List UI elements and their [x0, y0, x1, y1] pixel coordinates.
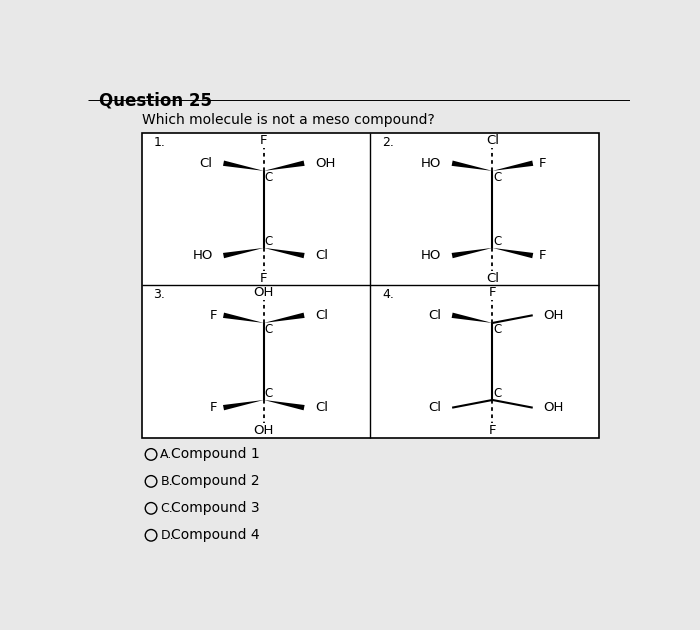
Text: C: C [265, 323, 272, 336]
Text: 3.: 3. [153, 288, 165, 301]
Text: D.: D. [160, 529, 174, 542]
Text: C: C [265, 171, 272, 183]
Text: HO: HO [421, 249, 441, 262]
Text: Cl: Cl [428, 401, 441, 414]
Text: 4.: 4. [382, 288, 394, 301]
Text: OH: OH [253, 424, 274, 437]
Polygon shape [452, 312, 492, 323]
Text: C: C [493, 387, 501, 400]
Polygon shape [452, 161, 492, 171]
Text: Cl: Cl [315, 401, 328, 414]
Text: C: C [493, 323, 501, 336]
Text: 2.: 2. [382, 136, 394, 149]
Text: OH: OH [544, 309, 564, 322]
Text: C: C [265, 387, 272, 400]
Text: HO: HO [193, 249, 213, 262]
Text: F: F [210, 309, 217, 322]
Polygon shape [223, 400, 264, 410]
Text: OH: OH [315, 157, 335, 169]
Text: Cl: Cl [486, 272, 499, 285]
Bar [141, 134, 599, 437]
Text: OH: OH [253, 285, 274, 299]
Text: Which molecule is not a meso compound?: Which molecule is not a meso compound? [141, 113, 435, 127]
Text: C: C [493, 171, 501, 183]
Polygon shape [264, 161, 304, 171]
Text: F: F [539, 249, 547, 262]
Text: Cl: Cl [428, 309, 441, 322]
Polygon shape [492, 161, 533, 171]
Polygon shape [223, 248, 264, 258]
Text: A.: A. [160, 448, 173, 461]
Text: Question 25: Question 25 [99, 91, 212, 109]
Text: Compound 3: Compound 3 [172, 501, 260, 515]
Text: Compound 4: Compound 4 [172, 529, 260, 542]
Text: 1.: 1. [153, 136, 165, 149]
Text: F: F [260, 272, 267, 285]
Text: C: C [493, 235, 501, 248]
Text: F: F [489, 285, 496, 299]
Text: B.: B. [160, 475, 173, 488]
Text: C: C [265, 235, 272, 248]
Text: F: F [489, 424, 496, 437]
Text: F: F [210, 401, 217, 414]
Text: F: F [539, 157, 547, 169]
Polygon shape [223, 312, 264, 323]
Text: C.: C. [160, 502, 173, 515]
Polygon shape [264, 400, 304, 410]
Polygon shape [492, 248, 533, 258]
Text: HO: HO [421, 157, 441, 169]
Polygon shape [223, 161, 264, 171]
Text: Compound 1: Compound 1 [172, 447, 260, 461]
Text: Cl: Cl [199, 157, 213, 169]
Polygon shape [264, 248, 304, 258]
Text: F: F [260, 134, 267, 147]
Polygon shape [452, 248, 492, 258]
Text: OH: OH [544, 401, 564, 414]
Text: Compound 2: Compound 2 [172, 474, 260, 488]
Text: Cl: Cl [486, 134, 499, 147]
Polygon shape [264, 312, 304, 323]
Text: Cl: Cl [315, 249, 328, 262]
Text: Cl: Cl [315, 309, 328, 322]
